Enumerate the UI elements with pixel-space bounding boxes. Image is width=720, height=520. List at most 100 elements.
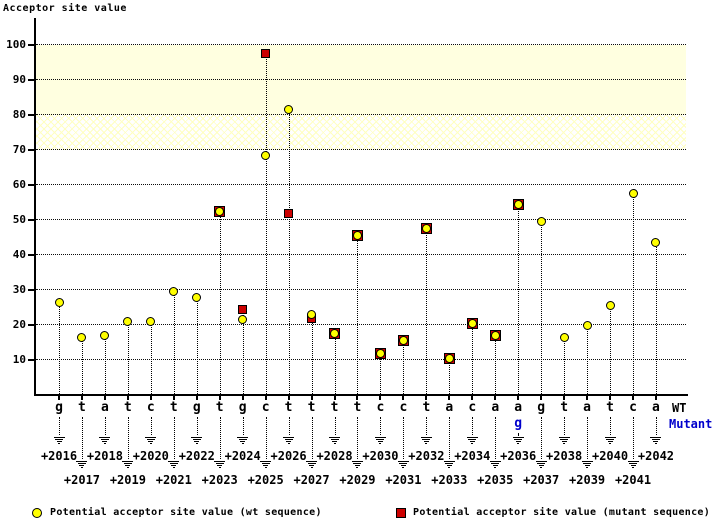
sequence-base: a bbox=[652, 400, 660, 415]
point-stem bbox=[150, 321, 152, 394]
position-label: +2033 bbox=[431, 473, 468, 487]
position-label: +2037 bbox=[523, 473, 560, 487]
x-axis-tick bbox=[471, 396, 474, 400]
sequence-base: a bbox=[491, 400, 500, 415]
position-arrow bbox=[627, 461, 639, 469]
arrow-bar bbox=[99, 437, 111, 438]
x-axis-tick bbox=[448, 396, 451, 400]
arrow-bar bbox=[146, 439, 155, 440]
score-band bbox=[36, 45, 686, 115]
point-stem bbox=[541, 221, 543, 394]
arrow-bar bbox=[469, 441, 475, 442]
y-axis-tick bbox=[28, 324, 35, 326]
x-axis-tick bbox=[494, 396, 497, 400]
point-stem bbox=[426, 228, 428, 394]
position-label: +2034 bbox=[454, 449, 491, 463]
sequence-base: t bbox=[169, 400, 178, 415]
x-axis-tick bbox=[126, 396, 129, 400]
y-axis-tick bbox=[28, 114, 35, 116]
wt-point bbox=[375, 348, 385, 358]
arrow-bar bbox=[445, 463, 454, 464]
point-stem bbox=[655, 242, 657, 394]
point-stem bbox=[357, 235, 359, 394]
arrow-bar bbox=[354, 465, 360, 466]
wt-point bbox=[215, 206, 225, 216]
x-axis-tick bbox=[310, 396, 313, 400]
arrow-bar bbox=[400, 465, 406, 466]
arrow-bar bbox=[494, 467, 497, 468]
arrow-bar bbox=[537, 463, 546, 464]
arrow-bar bbox=[76, 461, 88, 462]
x-axis-tick bbox=[425, 396, 428, 400]
position-label: +2016 bbox=[40, 449, 78, 463]
arrow-bar bbox=[540, 467, 543, 468]
position-arrow bbox=[443, 461, 455, 469]
arrow-bar bbox=[100, 439, 109, 440]
arrow-bar bbox=[630, 465, 636, 466]
wt-point bbox=[444, 353, 454, 363]
position-label: +2028 bbox=[316, 449, 353, 463]
wt-point bbox=[559, 332, 569, 342]
arrow-bar bbox=[448, 467, 451, 468]
arrow-bar bbox=[79, 465, 85, 466]
arrow-bar bbox=[260, 461, 272, 462]
point-stem bbox=[380, 353, 382, 394]
position-arrow bbox=[260, 461, 272, 469]
position-arrow bbox=[558, 437, 570, 445]
mutant-base: g bbox=[514, 416, 523, 431]
arrow-bar bbox=[491, 463, 500, 464]
point-stem bbox=[472, 323, 474, 394]
gridline bbox=[36, 114, 686, 115]
arrow-bar bbox=[240, 441, 246, 442]
mutant-square-icon bbox=[396, 508, 406, 518]
arrow-bar bbox=[261, 463, 270, 464]
y-tick-label: 100 bbox=[6, 38, 26, 51]
point-stem bbox=[173, 291, 175, 394]
arrow-bar bbox=[604, 437, 616, 438]
position-arrow bbox=[581, 461, 593, 469]
base-stem bbox=[219, 417, 221, 459]
arrow-bar bbox=[287, 443, 290, 444]
y-tick-label: 60 bbox=[12, 178, 26, 191]
wt-point bbox=[284, 105, 294, 115]
base-stem bbox=[357, 417, 359, 459]
position-arrow bbox=[650, 437, 662, 445]
wt-row-label: WT bbox=[672, 401, 687, 415]
arrow-bar bbox=[627, 461, 639, 462]
arrow-bar bbox=[397, 461, 409, 462]
arrow-bar bbox=[581, 461, 593, 462]
x-axis-tick bbox=[402, 396, 405, 400]
arrow-bar bbox=[122, 461, 134, 462]
base-stem bbox=[173, 417, 175, 459]
x-axis-tick bbox=[103, 396, 106, 400]
point-stem bbox=[495, 335, 497, 394]
point-stem bbox=[403, 340, 405, 394]
base-stem bbox=[380, 417, 382, 435]
arrow-bar bbox=[446, 465, 452, 466]
point-stem bbox=[242, 309, 244, 394]
arrow-bar bbox=[172, 467, 175, 468]
sequence-base: t bbox=[422, 400, 431, 415]
gridline bbox=[36, 324, 686, 325]
wt-point bbox=[398, 336, 408, 346]
y-tick-label: 70 bbox=[12, 143, 26, 156]
gridline bbox=[36, 359, 686, 360]
arrow-bar bbox=[379, 443, 382, 444]
x-axis-tick bbox=[609, 396, 612, 400]
point-stem bbox=[564, 337, 566, 394]
position-arrow bbox=[535, 461, 547, 469]
gridline bbox=[36, 149, 686, 150]
position-label: +2035 bbox=[477, 473, 514, 487]
sequence-base: c bbox=[261, 400, 270, 415]
arrow-bar bbox=[195, 443, 198, 444]
position-arrow bbox=[145, 437, 157, 445]
position-label: +2040 bbox=[591, 449, 629, 463]
base-stem bbox=[104, 417, 106, 435]
base-stem bbox=[610, 417, 612, 435]
x-axis-tick bbox=[632, 396, 634, 400]
mutant-point bbox=[284, 208, 294, 218]
sequence-base: g bbox=[238, 400, 247, 415]
sequence-base: t bbox=[560, 400, 569, 415]
wt-point bbox=[467, 318, 477, 328]
